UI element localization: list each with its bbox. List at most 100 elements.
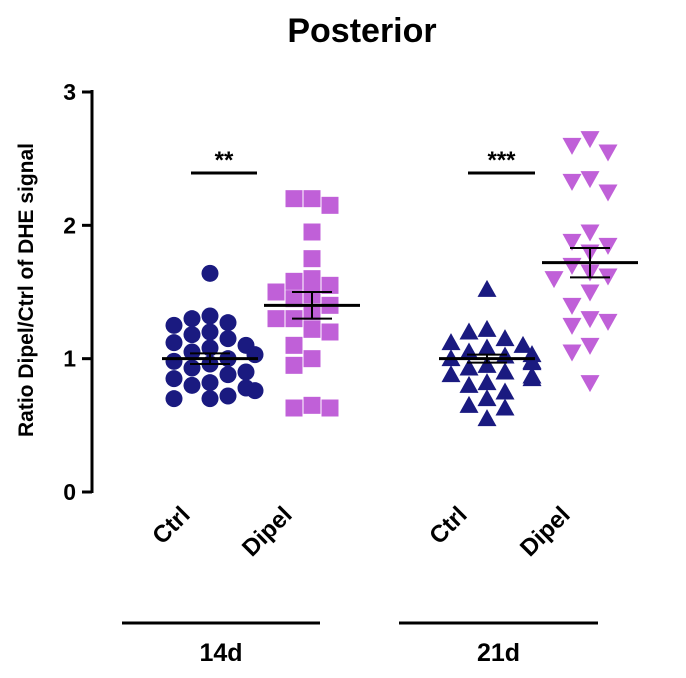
mean-bars: [162, 247, 638, 365]
data-point-dipel-21d: [562, 297, 582, 315]
data-point-ctrl-14d: [165, 334, 183, 352]
data-point-dipel-14d: [303, 190, 321, 208]
data-points: [165, 131, 618, 427]
data-point-dipel-21d: [580, 171, 600, 189]
data-point-dipel-21d: [562, 317, 582, 335]
data-point-ctrl-14d: [237, 363, 255, 381]
data-point-dipel-21d: [580, 131, 600, 149]
y-tick-label: 3: [63, 79, 76, 105]
data-point-dipel-14d: [267, 310, 285, 328]
data-point-dipel-21d: [562, 257, 582, 275]
data-point-dipel-14d: [267, 283, 285, 301]
data-point-ctrl-21d: [477, 409, 497, 427]
group-label: 14d: [199, 639, 242, 667]
data-point-ctrl-14d: [165, 352, 183, 370]
data-point-ctrl-21d: [495, 362, 515, 380]
data-point-dipel-14d: [321, 323, 339, 341]
data-point-ctrl-21d: [495, 382, 515, 400]
data-point-ctrl-21d: [459, 395, 479, 413]
data-point-dipel-21d: [580, 224, 600, 242]
data-point-dipel-21d: [580, 375, 600, 393]
data-point-dipel-14d: [285, 336, 303, 354]
data-point-dipel-14d: [285, 399, 303, 417]
axes: 0 1 2 3: [63, 79, 94, 505]
data-point-dipel-21d: [562, 137, 582, 155]
y-tick-label: 0: [63, 479, 76, 505]
y-tick-label: 1: [63, 346, 76, 372]
y-axis-label: Ratio Dipel/Ctrl of DHE signal: [15, 143, 38, 437]
data-point-dipel-14d: [321, 276, 339, 294]
data-point-dipel-21d: [598, 313, 618, 331]
data-point-dipel-21d: [598, 184, 618, 202]
data-point-ctrl-21d: [477, 373, 497, 391]
data-point-ctrl-14d: [183, 359, 201, 377]
data-point-ctrl-14d: [183, 310, 201, 328]
data-point-ctrl-14d: [165, 390, 183, 408]
data-point-ctrl-14d: [201, 323, 219, 341]
x-category-label: Dipel: [515, 501, 576, 562]
data-point-ctrl-21d: [522, 369, 542, 387]
data-point-dipel-21d: [598, 237, 618, 255]
data-point-ctrl-14d: [183, 343, 201, 361]
data-point-ctrl-21d: [477, 389, 497, 407]
data-point-ctrl-14d: [219, 330, 237, 348]
data-point-ctrl-14d: [219, 314, 237, 332]
data-point-dipel-21d: [562, 233, 582, 251]
data-point-dipel-14d: [285, 290, 303, 308]
data-point-dipel-14d: [303, 320, 321, 338]
data-point-ctrl-21d: [441, 333, 461, 351]
data-point-dipel-14d: [303, 250, 321, 268]
data-point-ctrl-21d: [495, 398, 515, 416]
data-point-ctrl-14d: [201, 307, 219, 325]
data-point-ctrl-21d: [459, 358, 479, 376]
data-point-dipel-14d: [303, 396, 321, 414]
significance-label: ***: [487, 147, 516, 174]
data-point-dipel-21d: [580, 311, 600, 329]
data-point-dipel-21d: [562, 173, 582, 191]
data-point-dipel-21d: [580, 337, 600, 355]
data-point-ctrl-21d: [495, 329, 515, 347]
data-point-ctrl-14d: [201, 390, 219, 408]
data-point-ctrl-21d: [441, 365, 461, 383]
data-point-dipel-21d: [580, 284, 600, 302]
data-point-dipel-14d: [285, 356, 303, 374]
data-point-ctrl-14d: [201, 374, 219, 392]
group-label: 21d: [477, 639, 520, 667]
y-tick-label: 2: [63, 212, 76, 238]
data-point-ctrl-14d: [165, 370, 183, 388]
data-point-dipel-14d: [303, 350, 321, 368]
data-point-ctrl-21d: [477, 355, 497, 373]
data-point-dipel-14d: [321, 399, 339, 417]
data-point-dipel-14d: [303, 270, 321, 288]
data-point-ctrl-14d: [201, 339, 219, 357]
data-point-ctrl-21d: [459, 375, 479, 393]
data-point-dipel-21d: [598, 144, 618, 162]
significance-markers: ** ***: [191, 147, 535, 175]
data-point-dipel-14d: [321, 196, 339, 214]
data-point-dipel-14d: [303, 223, 321, 241]
data-point-ctrl-21d: [477, 338, 497, 356]
data-point-ctrl-14d: [183, 376, 201, 394]
x-category-label: Ctrl: [424, 501, 472, 549]
x-category-label: Ctrl: [147, 501, 195, 549]
data-point-ctrl-14d: [219, 366, 237, 384]
data-point-ctrl-14d: [246, 346, 264, 364]
data-point-ctrl-21d: [459, 342, 479, 360]
chart-title: Posterior: [287, 12, 436, 50]
data-point-ctrl-21d: [459, 322, 479, 340]
data-point-ctrl-21d: [477, 279, 497, 297]
data-point-ctrl-14d: [165, 316, 183, 334]
x-category-label: Dipel: [237, 501, 298, 562]
x-axis-labels: Ctrl Dipel Ctrl Dipel: [147, 501, 575, 562]
data-point-ctrl-14d: [183, 326, 201, 344]
data-point-ctrl-14d: [201, 264, 219, 282]
data-point-ctrl-21d: [522, 353, 542, 371]
significance-label: **: [215, 147, 234, 174]
data-point-dipel-14d: [285, 190, 303, 208]
data-point-dipel-21d: [562, 344, 582, 362]
group-labels: 14d 21d: [122, 621, 598, 667]
data-point-ctrl-21d: [513, 335, 533, 353]
data-point-dipel-14d: [285, 272, 303, 290]
